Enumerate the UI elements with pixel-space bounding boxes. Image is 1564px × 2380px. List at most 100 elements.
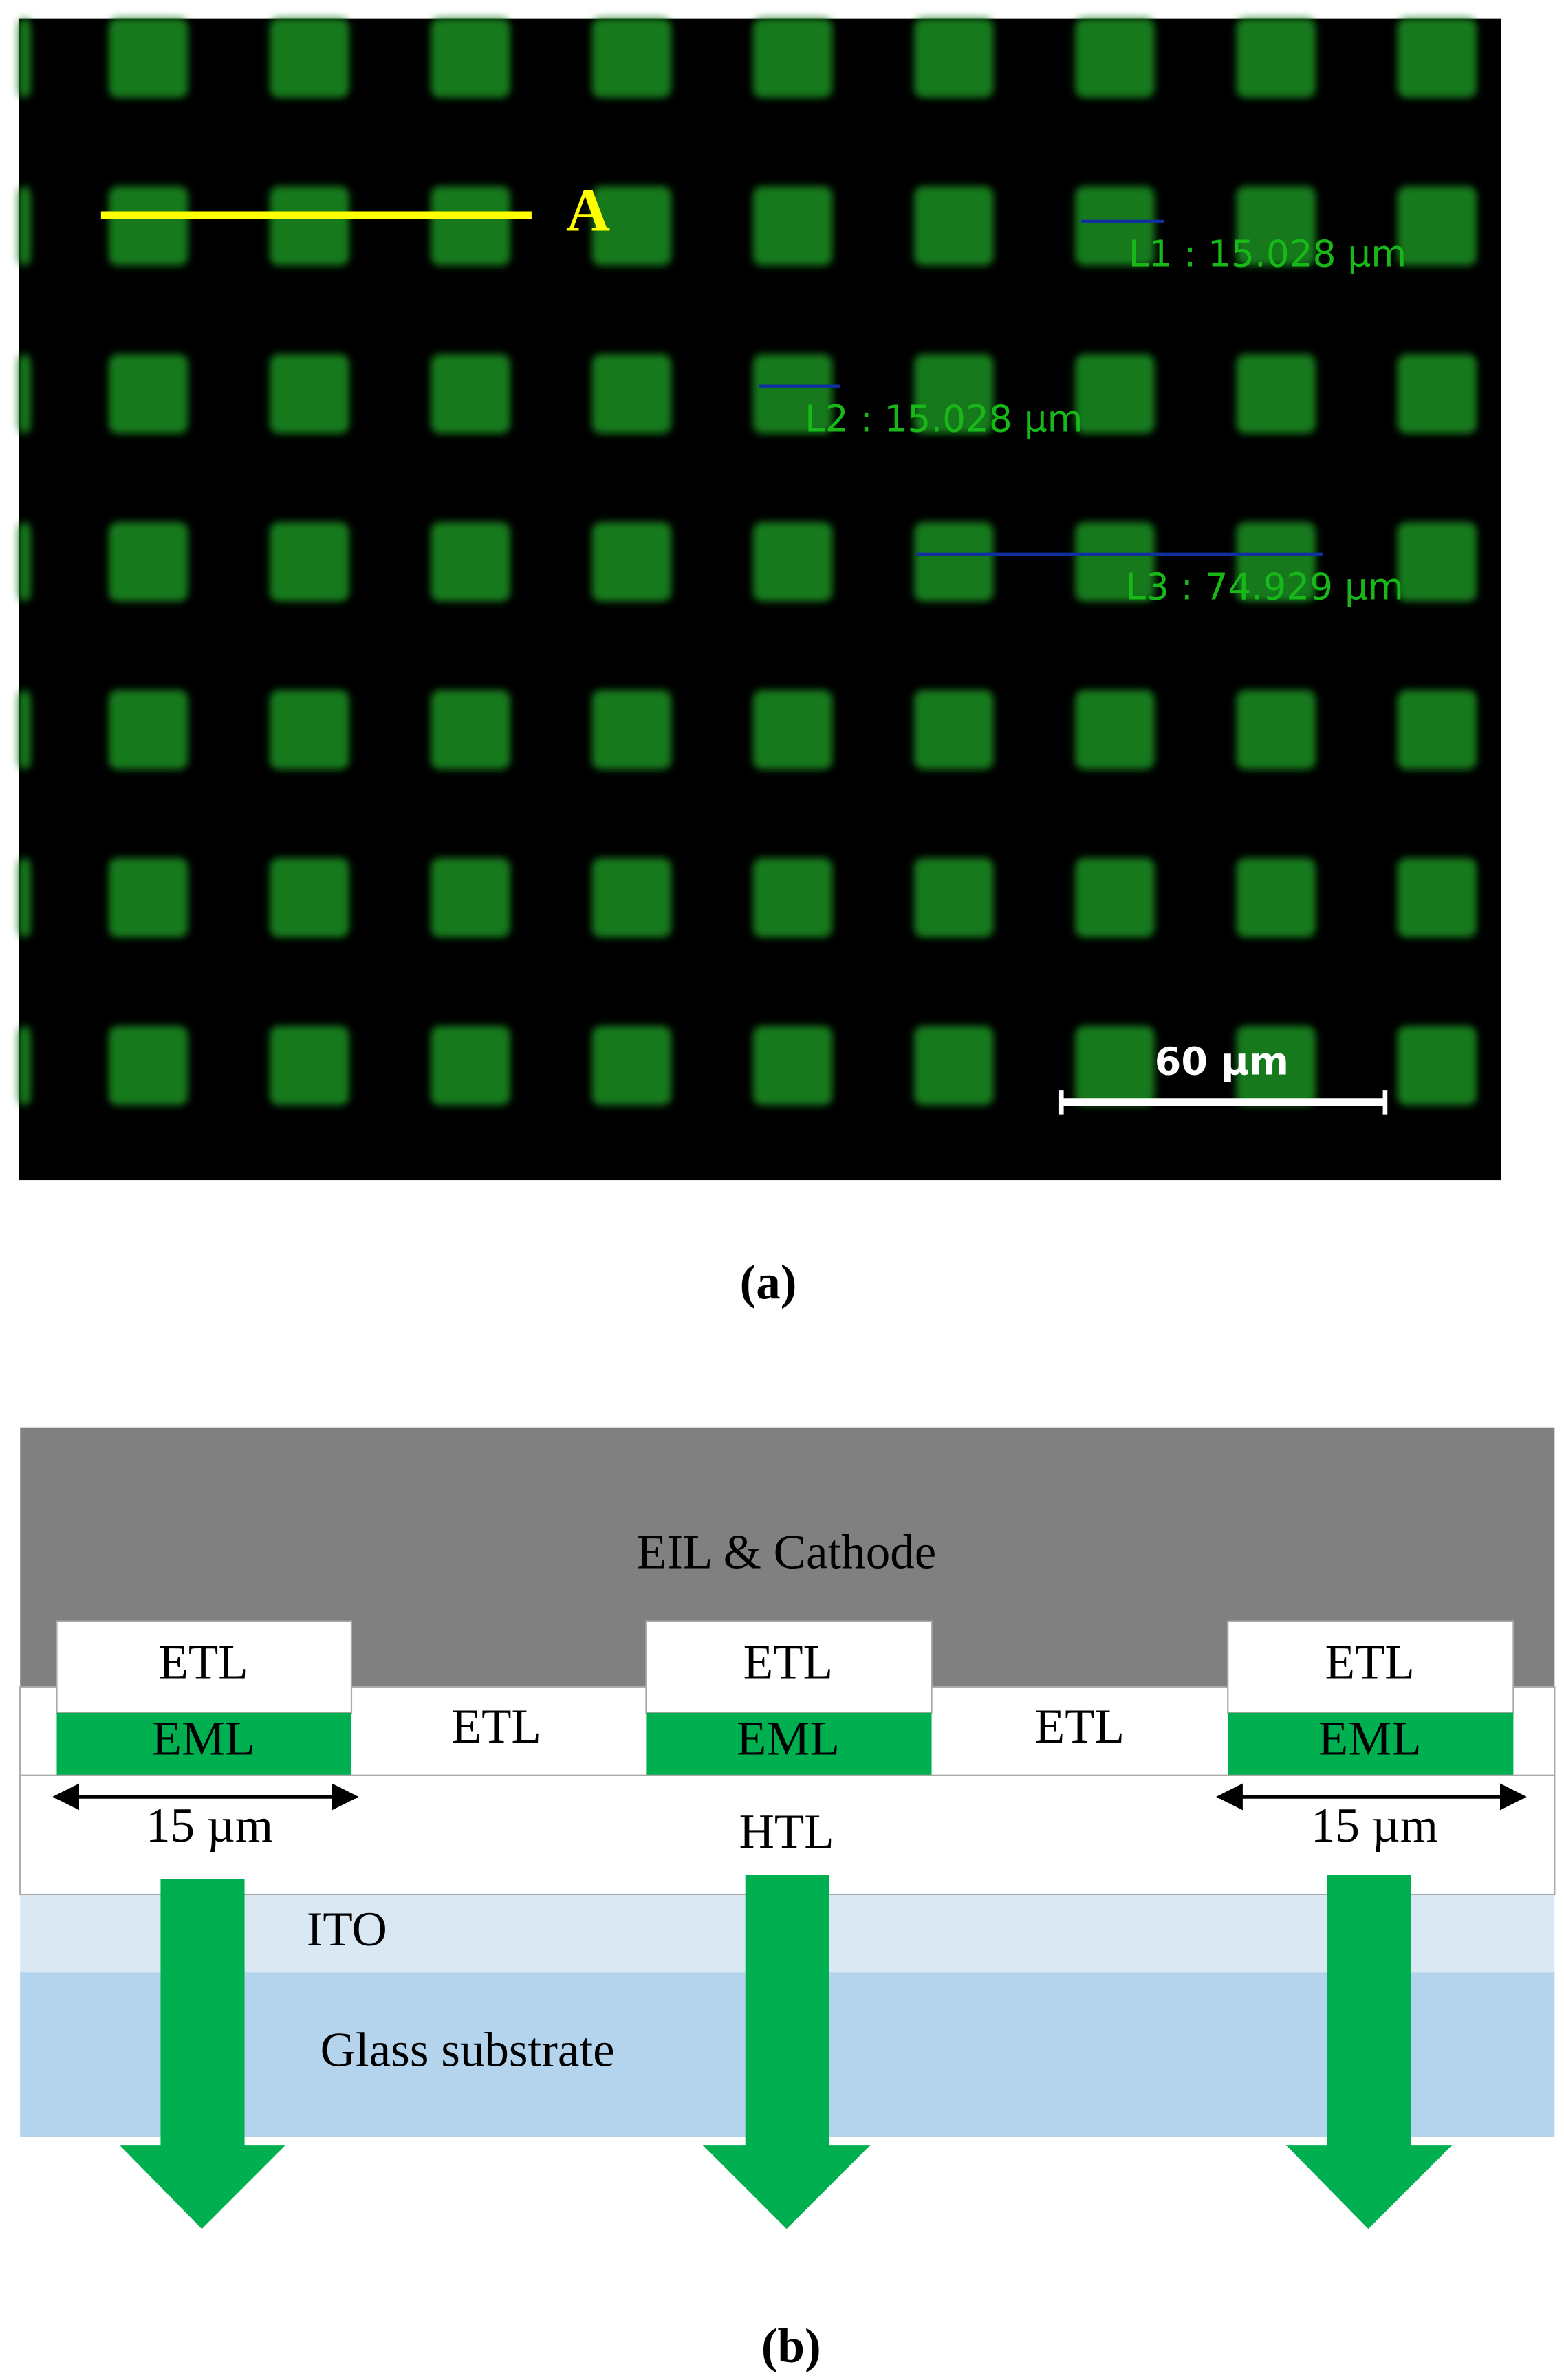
pixel-square [752, 354, 833, 434]
pixel-square [1236, 18, 1316, 98]
pixel: ETL EML [1227, 1620, 1514, 1776]
pixel-square [1075, 1025, 1155, 1106]
pixel-square [108, 354, 188, 434]
emission-arrow [119, 1879, 286, 2229]
pixel-square [1397, 354, 1477, 434]
pixel-square [108, 186, 188, 266]
eml-block [646, 1712, 932, 1776]
pixel-grid [18, 18, 1477, 1106]
eml-label: EML [737, 1712, 840, 1766]
pixel-square [270, 186, 349, 266]
pixel-square [1236, 522, 1316, 602]
pixel-square [108, 690, 188, 769]
caption: (b) [761, 2319, 821, 2373]
pixel-square [270, 522, 349, 602]
measurement: L3 : 74.929 µm [1125, 566, 1403, 609]
eml-label: EML [1318, 1712, 1422, 1766]
dimension-label: 15 µm [146, 1799, 273, 1853]
pixel-square [270, 1025, 349, 1106]
etl-block [645, 1620, 933, 1714]
pixel-square [1236, 1025, 1316, 1106]
substrate-label: Glass substrate [321, 2023, 615, 2077]
pixel-square [431, 858, 510, 938]
pixel-square [591, 18, 672, 98]
pixel-square [591, 858, 672, 938]
dimension-label: 15 µm [1311, 1799, 1438, 1853]
pixel-square [914, 690, 994, 769]
etl-block [56, 1620, 353, 1714]
pixel-square [752, 1025, 833, 1106]
pixel-square [431, 354, 510, 434]
pixel-square [1236, 690, 1316, 769]
pixel-square [1075, 186, 1155, 266]
pixel-square [914, 858, 994, 938]
pixel-square [1397, 18, 1477, 98]
eml-block [56, 1712, 351, 1776]
pixel-square [1397, 858, 1477, 938]
pixel-square [18, 858, 31, 938]
eml-label: EML [152, 1712, 255, 1766]
measurement: L2 : 15.028 µm [805, 397, 1083, 440]
pixel-square [270, 858, 349, 938]
pixel-square [1397, 186, 1477, 266]
marker-label: A [566, 177, 610, 245]
pixel-square [591, 690, 672, 769]
pixel-square [914, 18, 994, 98]
pixel: ETL EML [56, 1620, 353, 1776]
etl-label: ETL [743, 1636, 833, 1690]
pixel-square [1236, 186, 1316, 266]
pixel-square [108, 1025, 188, 1106]
pixel-square [1075, 858, 1155, 938]
scale-bar-label: 60 µm [1155, 1039, 1289, 1084]
pixel-square [591, 186, 672, 266]
pixel-square [18, 1025, 31, 1106]
etl-block [1227, 1620, 1514, 1714]
emission-arrow [702, 1875, 871, 2229]
pixel-square [18, 186, 31, 266]
pixel-square [1397, 1025, 1477, 1106]
pixel-square [431, 690, 510, 769]
pixel-square [914, 354, 994, 434]
micrograph [18, 18, 1501, 1181]
emission-arrow [1285, 1875, 1453, 2229]
pixel-square [431, 18, 510, 98]
cathode-label: EIL & Cathode [637, 1526, 936, 1580]
pixel-square [914, 522, 994, 602]
pixel-square [752, 522, 833, 602]
pixel-square [108, 18, 188, 98]
pixel-square [270, 690, 349, 769]
pixel-square [270, 18, 349, 98]
pixel-square [752, 186, 833, 266]
pixel-square [1075, 18, 1155, 98]
pixel-square [431, 1025, 510, 1106]
pixel-square [18, 18, 31, 98]
pixel-square [108, 522, 188, 602]
pixel-square [1075, 522, 1155, 602]
pixel: ETL EML [645, 1620, 933, 1776]
ito-label: ITO [307, 1903, 387, 1956]
pixel-square [431, 522, 510, 602]
pixel-square [752, 690, 833, 769]
eml-block [1228, 1712, 1514, 1776]
pixel-square [18, 522, 31, 602]
pixel-square [1397, 690, 1477, 769]
pixel-square [431, 186, 510, 266]
pixel-square [752, 18, 833, 98]
pixel-square [752, 858, 833, 938]
pixel-square [1075, 354, 1155, 434]
pixel-square [591, 354, 672, 434]
pixel-square [18, 354, 31, 434]
etl-label: ETL [1035, 1700, 1125, 1754]
pixel-square [914, 186, 994, 266]
etl-label: ETL [452, 1700, 541, 1754]
pixel-square [18, 690, 31, 769]
pixel-square [1397, 522, 1477, 602]
pixel-square [1236, 858, 1316, 938]
measurement: L1 : 15.028 µm [1129, 233, 1406, 276]
pixel-square [270, 354, 349, 434]
etl-label: ETL [159, 1636, 248, 1690]
etl-label: ETL [1325, 1636, 1415, 1690]
pixel-square [591, 522, 672, 602]
